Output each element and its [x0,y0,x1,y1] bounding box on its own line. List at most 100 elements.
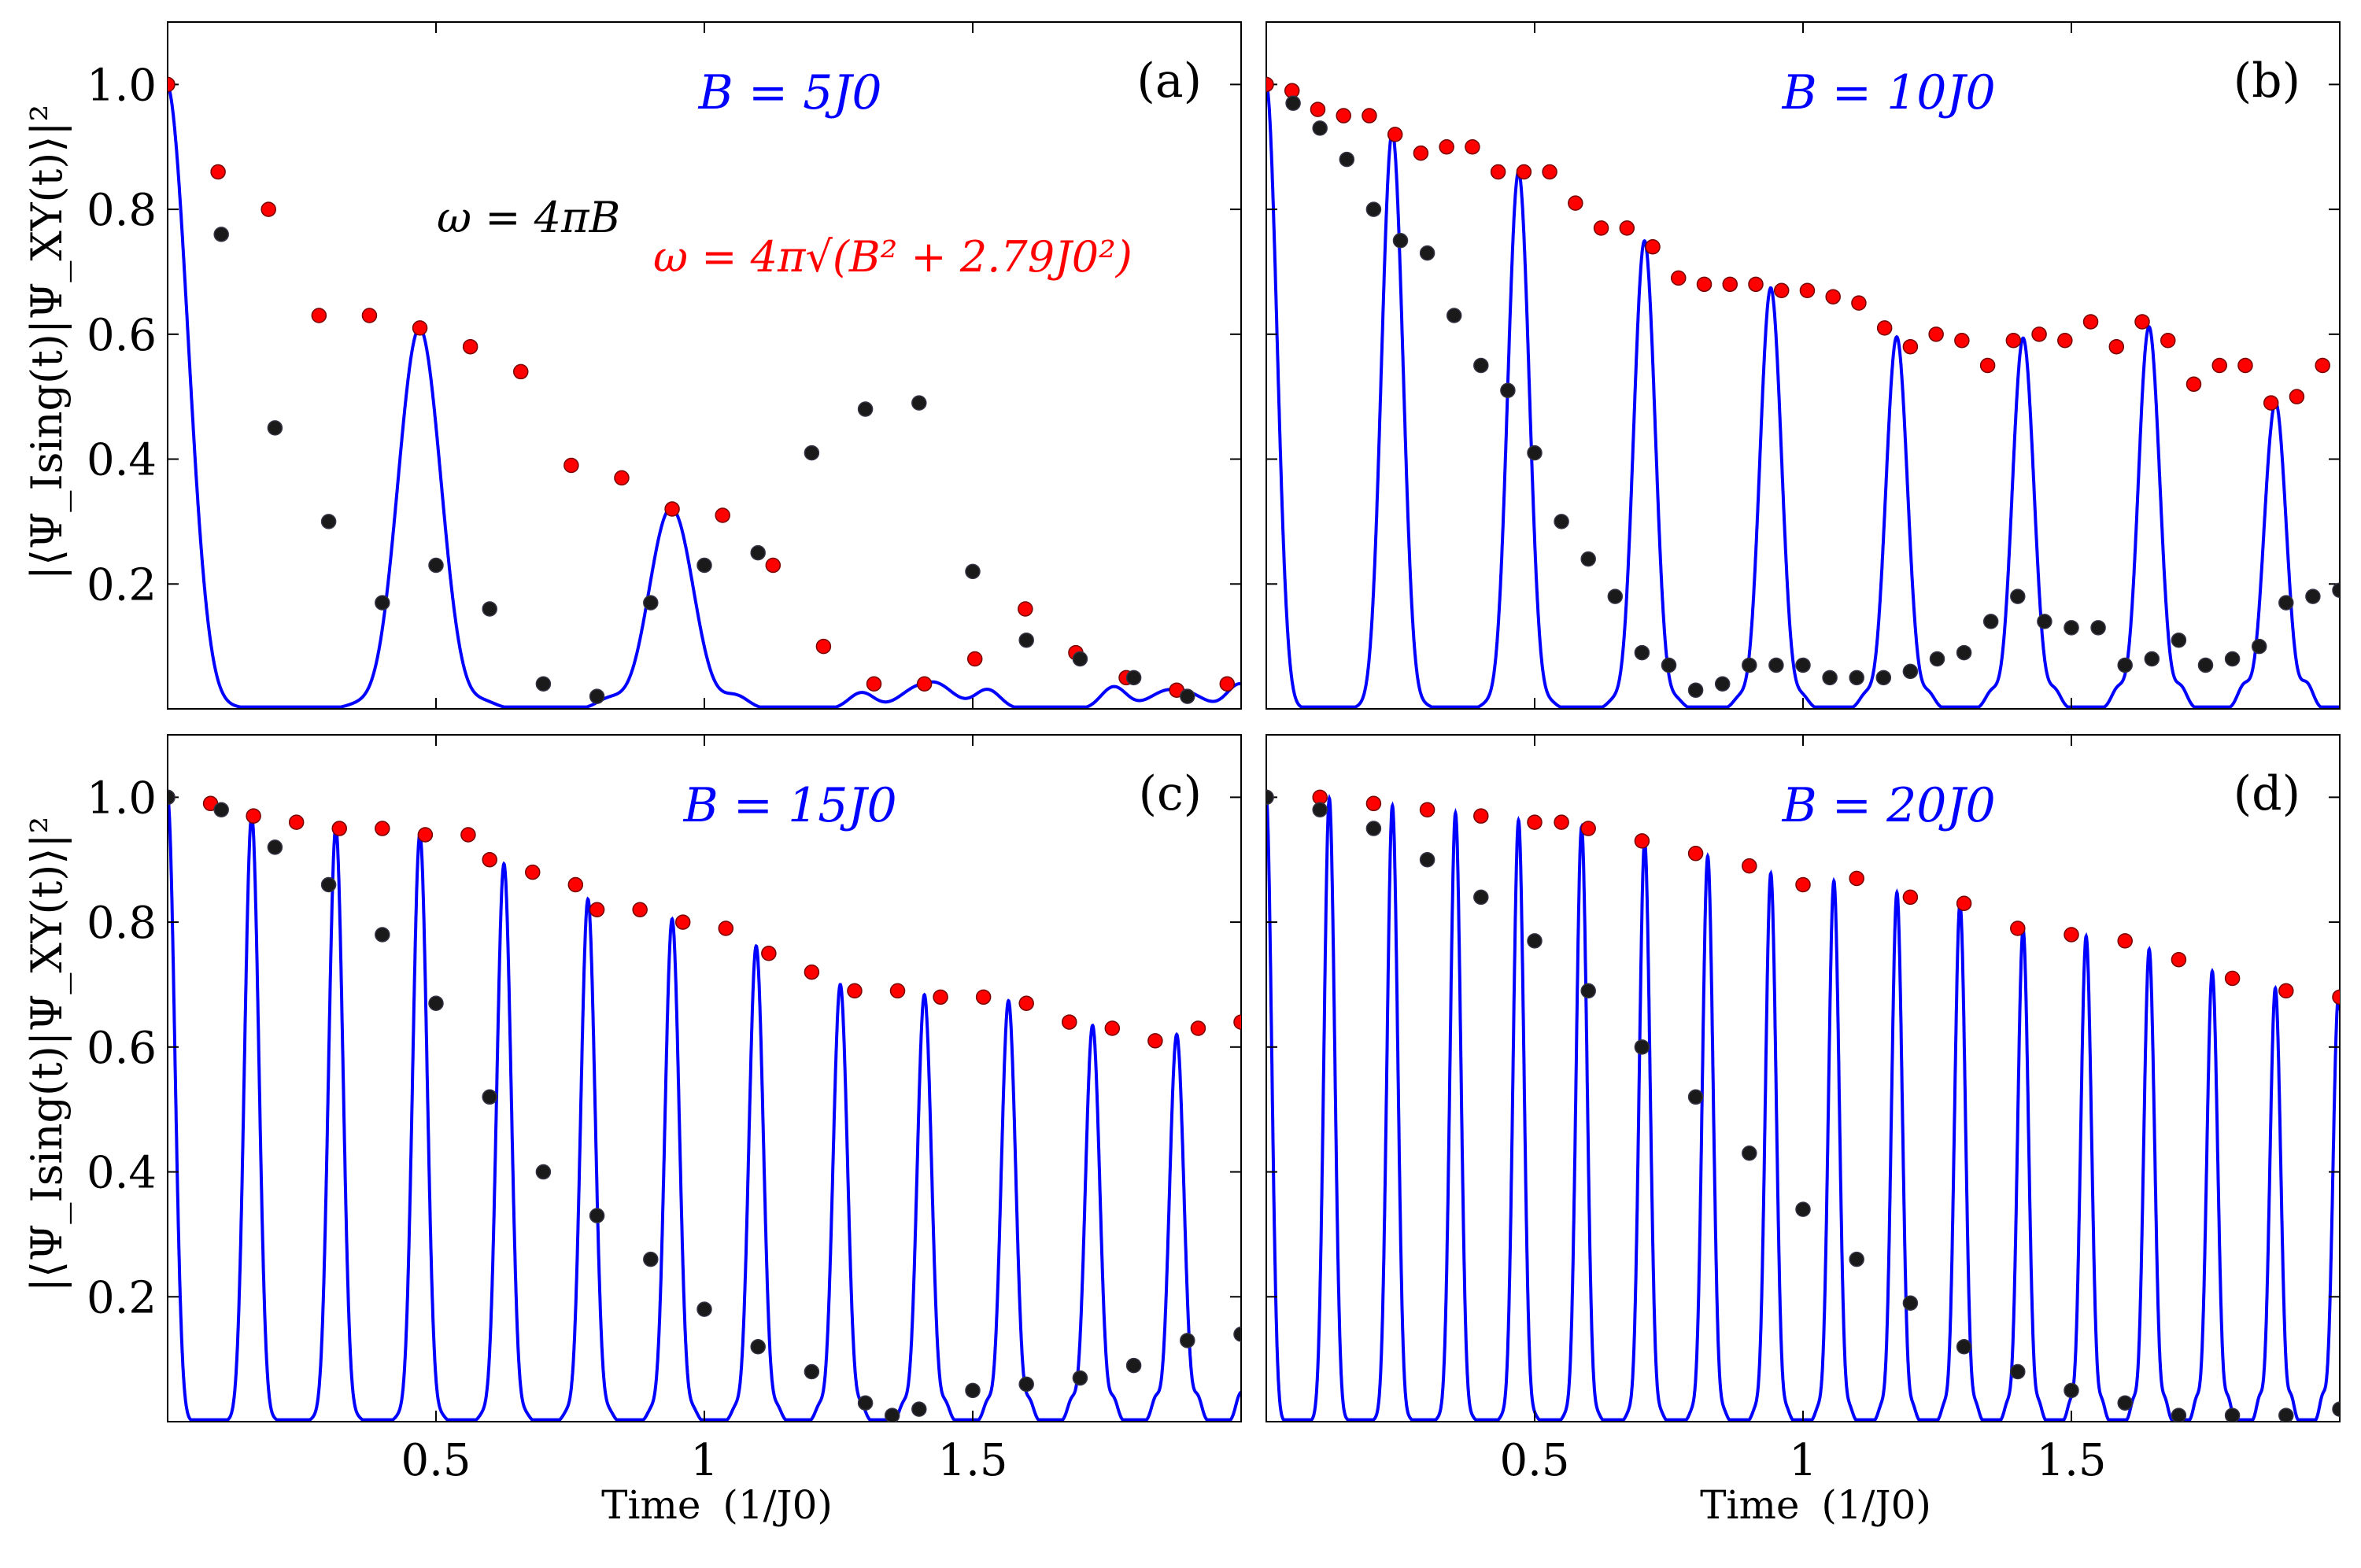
red-marker [966,651,983,667]
panels: 0.20.40.60.81.0 (a)B = 5J0 (b)B = 10J00.20… [87,21,2341,1486]
red-marker [260,201,276,217]
red-marker [2224,970,2241,987]
black-marker [2090,620,2106,636]
red-marker [2171,951,2187,968]
red-marker [1849,870,1864,887]
x-axis-label-left-unit: (1/J0) [722,1482,833,1528]
x-axis-label-right-text: Time [1700,1482,1799,1528]
black-marker [428,995,444,1012]
red-marker [1362,108,1377,124]
black-marker [213,802,229,817]
red-marker [1419,802,1435,817]
red-marker [589,902,605,917]
ytick-label: 0.8 [87,898,157,949]
black-marker [1822,670,1838,686]
black-marker [535,676,552,692]
x-axis-label-right: Time (1/J0) [1700,1482,1931,1528]
panel-letter-b: (b) [2234,53,2300,109]
red-marker [288,814,305,830]
black-marker [1072,651,1088,667]
black-marker [1285,95,1301,111]
black-marker [1527,445,1543,461]
red-marker [1473,808,1489,824]
series-line-b [1266,83,2340,709]
red-marker [567,876,584,893]
red-marker [1190,1020,1206,1036]
red-marker [2263,395,2279,411]
black-marker [1500,382,1516,398]
red-marker [1795,876,1811,893]
black-marker [1875,670,1892,686]
ytick-label: 0.6 [87,310,157,361]
black-marker [375,927,390,943]
red-marker [2057,333,2073,349]
red-marker [933,989,948,1005]
black-marker [320,514,337,529]
red-marker [412,320,428,336]
black-marker [168,789,176,806]
red-marker [462,338,478,355]
red-marker [2005,333,2022,349]
x-axis-label-right-unit: (1/J0) [1821,1482,1931,1528]
black-marker [1580,551,1596,567]
black-marker [320,876,337,893]
red-marker [1266,76,1274,93]
red-marker [632,902,648,917]
red-marker [765,557,781,574]
red-marker [2160,333,2176,349]
black-marker [1742,657,1757,673]
b-label-a: B = 5J0 [698,65,882,120]
black-marker [2010,1363,2026,1380]
red-marker [1387,127,1403,142]
black-marker [482,1089,497,1105]
ytick-label: 0.2 [87,559,157,611]
red-marker [1219,676,1236,692]
black-marker [1312,802,1328,817]
black-marker [1233,1326,1241,1342]
series-line-a [168,83,1241,709]
black-marker [643,595,659,611]
red-marker [417,827,434,843]
red-marker [2064,927,2079,943]
red-marker [210,164,226,180]
red-marker [1310,101,1326,117]
red-marker [1773,282,1790,299]
x-axis-label-left-text: Time [601,1482,700,1528]
red-marker [1619,220,1635,236]
black-marker [1125,670,1142,686]
red-marker [1742,858,1757,874]
black-marker [1339,151,1355,168]
black-marker [965,1382,981,1399]
red-marker [2185,376,2202,393]
red-marker [1554,814,1569,830]
red-marker [2237,357,2253,374]
black-marker [2224,651,2241,667]
red-marker [1956,895,1972,912]
ytick-label: 0.4 [87,435,157,486]
red-marker [2211,357,2227,374]
markers-a [168,76,1236,704]
black-marker [1607,588,1624,604]
red-marker [1696,276,1713,293]
black-marker [2251,638,2267,655]
black-marker [1849,670,1864,686]
red-marker [1516,164,1532,180]
black-marker [1419,245,1435,261]
black-marker [267,839,283,855]
black-marker [213,227,229,242]
red-marker [1527,814,1543,830]
black-marker [1956,1339,1972,1355]
black-marker [884,1408,900,1422]
black-marker [1312,120,1328,136]
black-marker [1714,676,1731,692]
xtick-label: 1 [1789,1435,1817,1486]
black-marker [589,688,605,704]
red-marker [1687,846,1704,861]
black-marker [1125,1357,1142,1374]
xtick-label: 1.5 [937,1435,1007,1486]
black-marker [1018,632,1034,648]
panel-b: (b) B = 10J0 [1265,21,2341,710]
black-marker [1446,308,1462,323]
red-marker [1465,138,1480,155]
